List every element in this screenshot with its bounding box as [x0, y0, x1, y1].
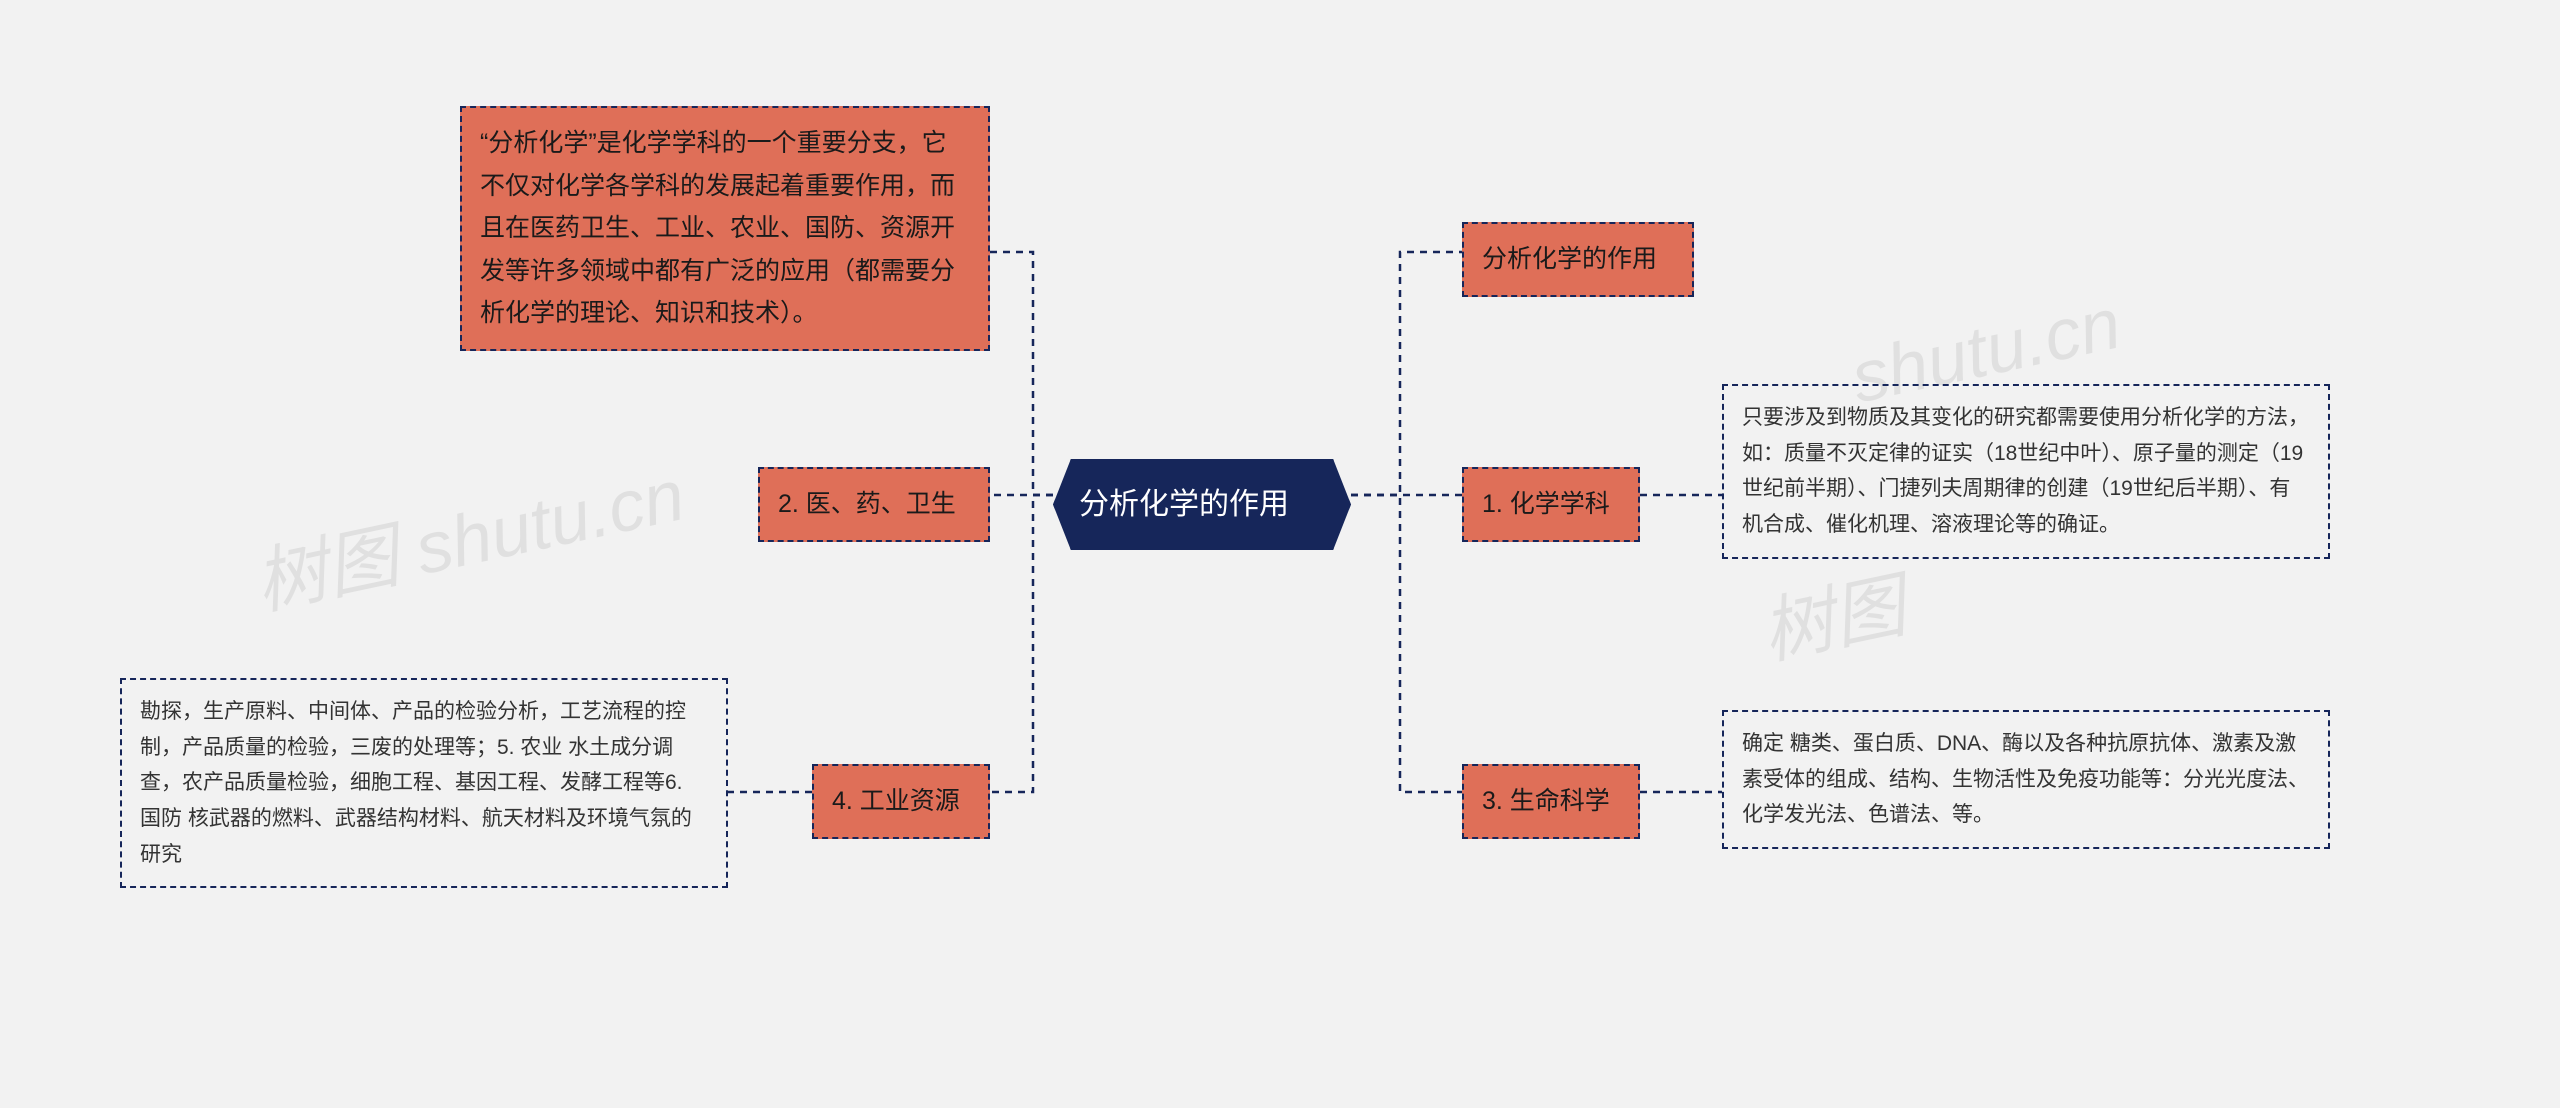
- connector: [1351, 252, 1462, 495]
- watermark-3: 树图: [1751, 546, 1914, 679]
- node-b4_detail: 勘探，生产原料、中间体、产品的检验分析，工艺流程的控制，产品质量的检验，三废的处…: [120, 678, 728, 888]
- connector: [990, 495, 1053, 792]
- node-b1: 1. 化学学科: [1462, 467, 1640, 542]
- node-intro: “分析化学”是化学学科的一个重要分支，它不仅对化学各学科的发展起着重要作用，而且…: [460, 106, 990, 351]
- node-b3: 3. 生命科学: [1462, 764, 1640, 839]
- node-b2: 2. 医、药、卫生: [758, 467, 990, 542]
- node-b1_detail: 只要涉及到物质及其变化的研究都需要使用分析化学的方法，如：质量不灭定律的证实（1…: [1722, 384, 2330, 559]
- node-b_role: 分析化学的作用: [1462, 222, 1694, 297]
- node-b4: 4. 工业资源: [812, 764, 990, 839]
- center-node: 分析化学的作用: [1053, 459, 1351, 550]
- watermark-1: 树图 shutu.cn: [244, 436, 692, 629]
- connector: [990, 252, 1053, 495]
- connector: [1351, 495, 1462, 792]
- node-b3_detail: 确定 糖类、蛋白质、DNA、酶以及各种抗原抗体、激素及激素受体的组成、结构、生物…: [1722, 710, 2330, 849]
